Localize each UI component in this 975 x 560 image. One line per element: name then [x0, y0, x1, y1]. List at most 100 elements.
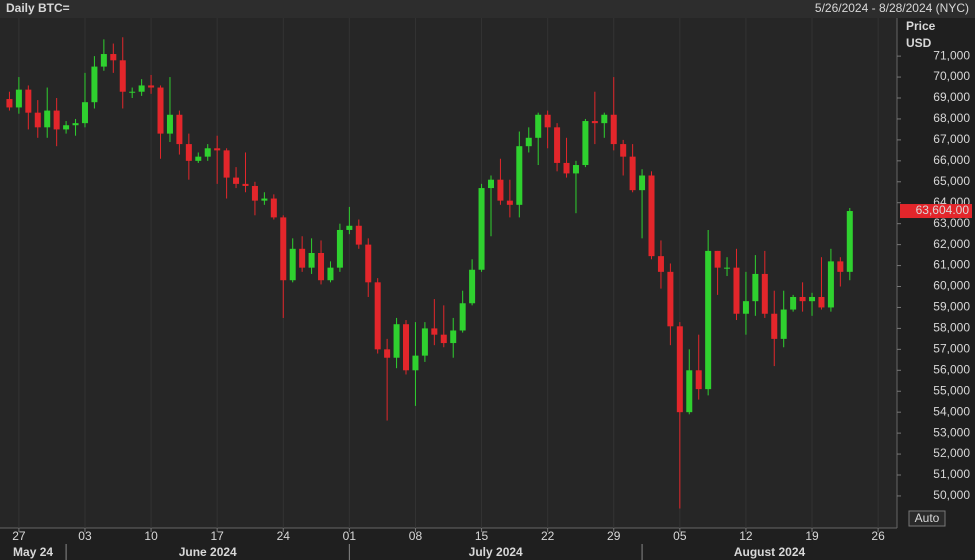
header-bar [0, 0, 975, 18]
candle-body [138, 85, 145, 92]
candle-body [185, 144, 192, 161]
candle-body [459, 303, 466, 331]
candle-body [705, 250, 712, 390]
candle-body [525, 137, 532, 147]
candle-body [648, 175, 655, 257]
candle-body [639, 175, 646, 191]
candle-body [544, 114, 551, 128]
candle-body [223, 150, 230, 178]
y-tick-label: 63,000 [933, 216, 970, 230]
candle-body [195, 156, 202, 161]
candle-body [780, 309, 787, 339]
candle-body [771, 313, 778, 339]
candle-body [846, 211, 853, 272]
candle-body [506, 200, 513, 205]
candle-body [6, 99, 13, 108]
x-tick-label: 08 [409, 529, 423, 543]
x-tick-label: 10 [144, 529, 158, 543]
month-label: May 24 [13, 545, 53, 559]
candle-body [148, 85, 155, 88]
candle-body [412, 355, 419, 371]
candle-body [827, 261, 834, 308]
x-tick-label: 24 [277, 529, 291, 543]
candle-body [318, 252, 325, 281]
candle-body [110, 54, 117, 61]
x-tick-label: 22 [541, 529, 555, 543]
y-axis-title: Price [906, 19, 936, 33]
chart-title: Daily BTC= [6, 1, 70, 15]
candle-body [53, 110, 60, 130]
candle-body [374, 282, 381, 350]
candle-body [761, 273, 768, 314]
candle-body [629, 156, 636, 191]
candle-body [299, 248, 306, 268]
candle-body [270, 198, 277, 218]
candle-body [601, 114, 608, 124]
candle-body [81, 102, 88, 124]
y-tick-label: 61,000 [933, 258, 970, 272]
candle-body [487, 179, 494, 189]
candle-body [742, 301, 749, 314]
candle-body [308, 252, 315, 268]
candle-body [657, 256, 664, 272]
candle-body [837, 261, 844, 272]
candle-body [695, 370, 702, 390]
candle-body [91, 66, 98, 103]
candle-body [384, 349, 391, 358]
y-tick-label: 59,000 [933, 300, 970, 314]
y-tick-label: 60,000 [933, 279, 970, 293]
x-tick-label: 01 [343, 529, 357, 543]
candle-body [261, 198, 268, 201]
y-tick-label: 50,000 [933, 488, 970, 502]
candle-body [403, 324, 410, 371]
x-tick-label: 27 [12, 529, 26, 543]
candle-body [242, 183, 249, 186]
candle-body [686, 370, 693, 413]
candle-body [421, 328, 428, 356]
candle-body [516, 146, 523, 205]
y-tick-label: 71,000 [933, 48, 970, 62]
y-tick-label: 62,000 [933, 237, 970, 251]
candle-body [676, 326, 683, 413]
candle-body [440, 334, 447, 344]
y-tick-label: 70,000 [933, 69, 970, 83]
candle-body [336, 229, 343, 268]
candle-body [563, 162, 570, 174]
plot-area [0, 18, 897, 528]
candle-body [535, 114, 542, 138]
last-price-tag [900, 204, 972, 219]
y-tick-label: 53,000 [933, 425, 970, 439]
candle-body [478, 188, 485, 270]
x-axis-area [0, 528, 897, 560]
last-price-label: 63,604.00 [916, 203, 970, 217]
candle-body [100, 54, 107, 67]
candle-body [204, 148, 211, 157]
candle-body [15, 89, 22, 108]
candle-body [214, 148, 221, 151]
y-tick-label: 51,000 [933, 467, 970, 481]
y-tick-label: 56,000 [933, 362, 970, 376]
candle-body [733, 267, 740, 314]
y-tick-label: 55,000 [933, 383, 970, 397]
auto-button-label[interactable]: Auto [915, 511, 940, 525]
y-tick-label: 54,000 [933, 404, 970, 418]
y-tick-label: 68,000 [933, 111, 970, 125]
month-label: June 2024 [179, 545, 237, 559]
candle-body [166, 114, 173, 134]
candle-body [289, 248, 296, 281]
candle-body [799, 296, 806, 302]
x-tick-label: 05 [673, 529, 687, 543]
x-tick-label: 29 [607, 529, 621, 543]
y-tick-label: 67,000 [933, 132, 970, 146]
x-tick-label: 26 [871, 529, 885, 543]
month-label: August 2024 [734, 545, 806, 559]
candle-body [714, 250, 721, 268]
auto-button[interactable] [908, 510, 946, 527]
candle-body [469, 269, 476, 304]
candle-body [393, 324, 400, 358]
x-tick-label: 03 [78, 529, 92, 543]
y-tick-label: 66,000 [933, 153, 970, 167]
candle-body [620, 144, 627, 157]
x-tick-label: 19 [805, 529, 819, 543]
candle-body [63, 125, 70, 130]
